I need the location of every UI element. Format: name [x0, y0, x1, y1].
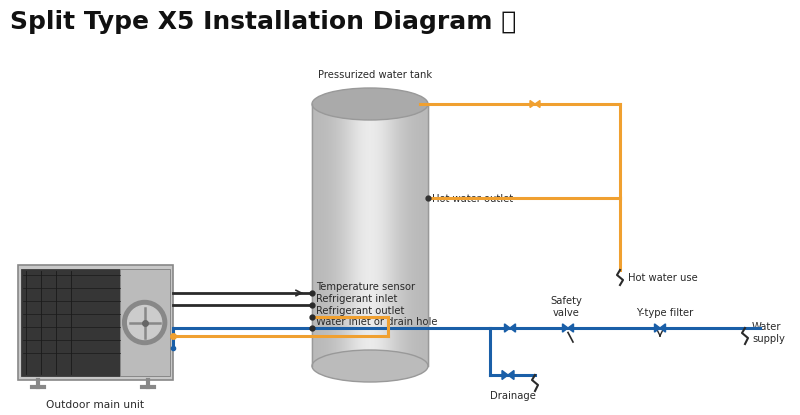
Polygon shape [654, 324, 660, 332]
Text: Split Type X5 Installation Diagram ：: Split Type X5 Installation Diagram ： [10, 10, 516, 34]
Ellipse shape [312, 350, 428, 382]
Polygon shape [502, 371, 508, 379]
Text: Refrigerant inlet: Refrigerant inlet [316, 294, 398, 304]
Text: Y-type filter: Y-type filter [636, 308, 694, 318]
Text: Hot water use: Hot water use [628, 273, 698, 283]
Circle shape [128, 305, 162, 339]
FancyBboxPatch shape [18, 265, 173, 380]
Text: Safety
valve: Safety valve [550, 296, 582, 318]
Text: Drainage: Drainage [490, 391, 536, 401]
Text: Hot water outlet: Hot water outlet [432, 194, 513, 204]
Text: Pressurized water tank: Pressurized water tank [318, 70, 432, 80]
FancyBboxPatch shape [120, 269, 170, 376]
Text: Refrigerant outlet: Refrigerant outlet [316, 306, 404, 316]
FancyBboxPatch shape [21, 269, 120, 376]
Ellipse shape [312, 88, 428, 120]
Text: Water inlet or drain hole: Water inlet or drain hole [316, 317, 438, 327]
Polygon shape [530, 100, 535, 107]
Text: Outdoor main unit: Outdoor main unit [46, 400, 145, 410]
Text: Water
supply: Water supply [752, 322, 785, 344]
FancyBboxPatch shape [312, 104, 428, 366]
Polygon shape [505, 324, 510, 332]
Polygon shape [562, 324, 568, 332]
Polygon shape [535, 100, 540, 107]
Polygon shape [510, 324, 515, 332]
Circle shape [122, 300, 166, 344]
Text: Temperature sensor: Temperature sensor [316, 282, 415, 292]
Polygon shape [568, 324, 574, 332]
Polygon shape [660, 324, 666, 332]
Polygon shape [508, 371, 514, 379]
